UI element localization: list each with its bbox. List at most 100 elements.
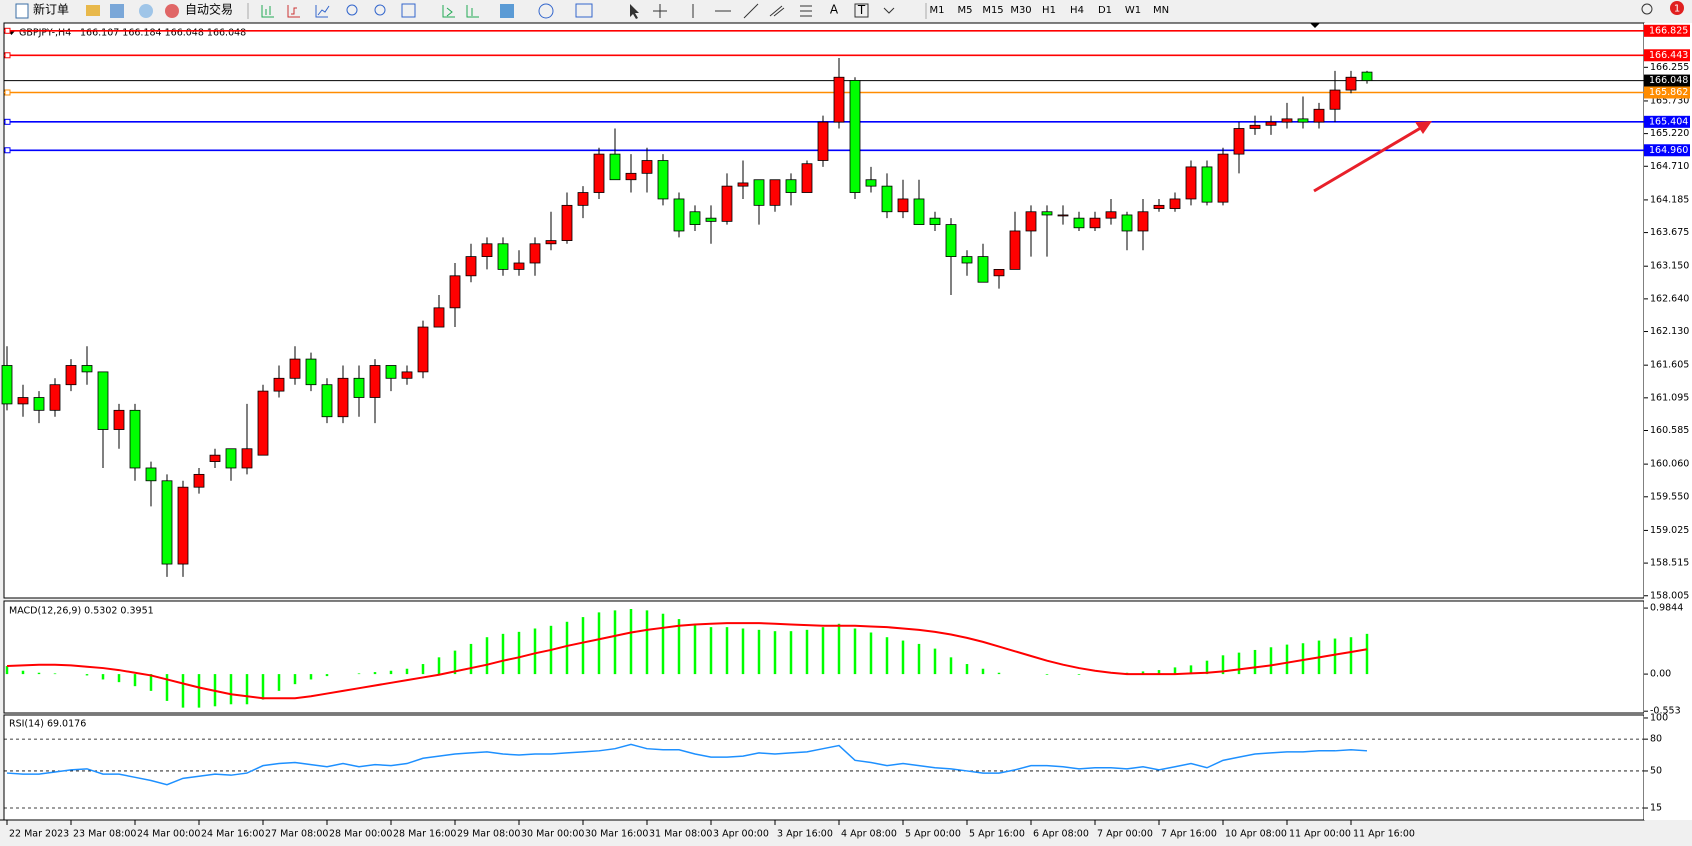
candle-body [1249,124,1261,129]
candle-body [273,377,285,392]
chart-area: 166.255 165.730 165.220 164.710 164.185 163.6… [0,22,1692,840]
candle-body [401,371,413,379]
x-tick-label: 6 Apr 08:00 [1033,829,1089,840]
candle-body [1345,76,1357,91]
y-tick-label: 159.550 [1650,491,1689,502]
candle-body [257,390,269,456]
candle-body [817,121,829,161]
search-button[interactable] [1641,3,1653,15]
pane-bg [3,22,1645,599]
text-tool-button[interactable]: A [830,3,839,17]
periods-button[interactable] [538,3,554,19]
y-tick-label: 164.710 [1650,161,1689,172]
timeframe-button[interactable]: W1 [1125,5,1141,16]
candle-body [1057,214,1069,217]
timeframe-button[interactable]: M15 [982,5,1003,16]
channel-button[interactable] [769,5,785,17]
autoscroll-button[interactable] [442,5,455,18]
candle-body [897,198,909,213]
auto-trading-button[interactable]: 自动交易 [185,2,233,17]
y-tick-label: 165.220 [1650,128,1689,139]
zoom-in-button[interactable] [346,4,358,16]
timeframe-button[interactable]: M5 [958,5,973,16]
pane-bg [3,714,1645,821]
x-tick-label: 22 Mar 2023 [9,829,69,840]
y-tick-label: 161.605 [1650,360,1689,371]
label-tool-frame[interactable] [854,3,869,18]
new-order-button[interactable]: 新订单 [33,2,69,17]
candle-body [177,486,189,565]
zoom-out-button[interactable] [374,4,386,16]
auto-trading-icon[interactable] [165,4,179,18]
annotations [1310,23,1432,193]
toolbar-icon[interactable] [139,4,153,18]
shift-button[interactable] [466,5,479,18]
rsi-line [6,743,1368,786]
timeframe-button[interactable]: M30 [1010,5,1031,16]
candle-body [209,454,221,462]
y-tick-label: 166.255 [1650,62,1689,73]
candle-body [929,217,941,225]
toolbar-bg [0,0,1692,22]
candle-body [1265,121,1277,126]
templates-button[interactable] [575,3,593,18]
timeframe-button[interactable]: H1 [1042,5,1056,16]
candle-body [97,371,109,430]
alert-count: 1 [1674,4,1680,15]
x-tick-label: 23 Mar 08:00 [73,829,136,840]
x-tick-label: 24 Mar 00:00 [137,829,200,840]
arrows-button[interactable] [883,7,895,14]
y-tick-label: 161.095 [1650,392,1689,403]
price-level-tag [1644,24,1690,37]
candle-body [1169,198,1181,209]
x-tick-label: 5 Apr 00:00 [905,829,961,840]
timeframe-button[interactable]: D1 [1098,5,1112,16]
new-order-icon[interactable] [15,3,29,19]
fibo-button[interactable] [800,5,812,17]
candle-body [961,256,973,264]
candle-body [1361,71,1373,81]
timeframe-button[interactable]: MN [1153,5,1169,16]
candle-body [129,409,141,469]
price-level-label: 166.825 [1649,25,1688,36]
chart-quote: 166.107 166.184 166.048 166.048 [80,28,246,39]
timeframes: M1 M5 M15 M30 H1 H4 D1 W1 MN [930,5,1170,16]
line-chart-button[interactable] [315,5,330,18]
candle-body [1185,166,1197,200]
alert-badge[interactable] [1670,1,1684,15]
bar-chart-button[interactable] [261,5,274,18]
y-tick-label: 164.185 [1650,194,1689,205]
tile-button[interactable] [401,3,416,18]
candle-body [609,153,621,181]
candle-body [1,365,13,405]
y-tick-label: 0.9844 [1650,603,1683,614]
candle-body [369,365,381,398]
candle-body [161,480,173,565]
candle-chart-button[interactable] [287,5,300,18]
candle-body [529,243,541,264]
x-tick-label: 29 Mar 08:00 [457,829,520,840]
price-level-tag [1644,74,1690,87]
candle-body [1201,166,1213,203]
x-tick-label: 3 Apr 00:00 [713,829,769,840]
candle-body [49,384,61,411]
candle-body [1297,118,1309,123]
candle-body [113,409,125,430]
candle-body [753,179,765,206]
indicators-button[interactable] [500,4,514,18]
toolbar-icon[interactable] [110,4,124,18]
x-tick-label: 27 Mar 08:00 [265,829,328,840]
timeframe-button[interactable]: M1 [930,5,945,16]
price-level-tag [1644,115,1690,128]
cursor-button[interactable] [630,4,639,19]
trendline-button[interactable] [743,3,759,19]
candle-body [593,153,605,193]
timeframe-button[interactable]: H4 [1070,5,1084,16]
candle-body [289,358,301,379]
toolbar-icon[interactable] [86,5,100,16]
crosshair-button[interactable] [653,4,667,18]
chart-title: GBPJPY-,H4 [19,28,71,39]
x-tick-label: 30 Mar 00:00 [521,829,584,840]
label-tool-button[interactable]: T [857,3,866,17]
